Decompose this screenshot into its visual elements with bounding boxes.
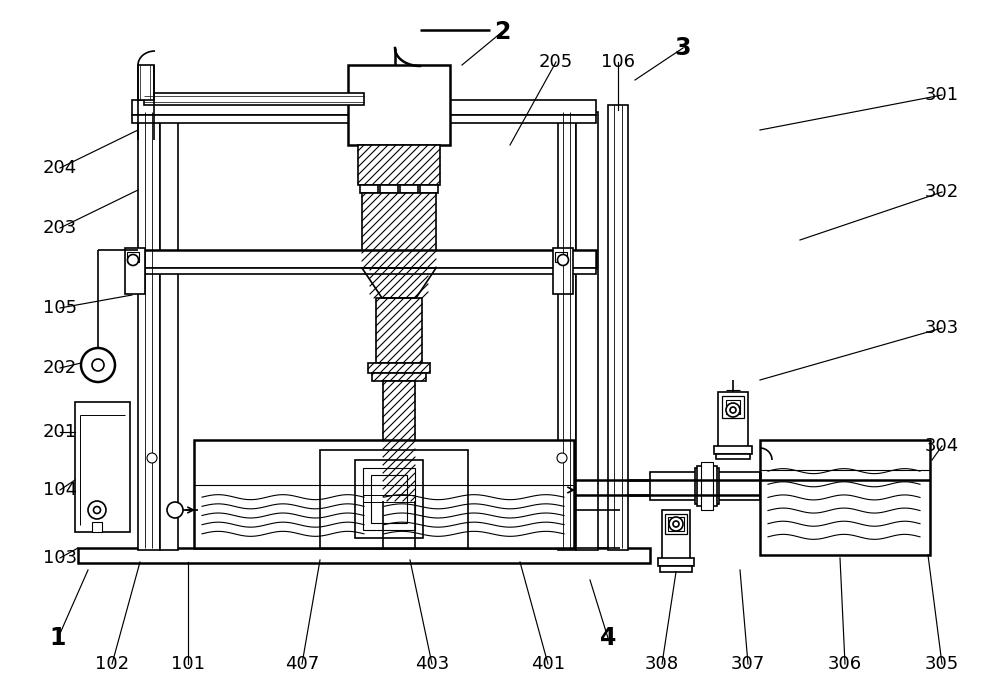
Bar	[558, 112, 576, 550]
Bar	[722, 396, 744, 418]
Text: 306: 306	[828, 655, 862, 673]
Bar	[132, 115, 596, 123]
Text: 305: 305	[925, 655, 959, 673]
Bar	[420, 185, 438, 193]
Bar	[372, 373, 426, 381]
Bar	[125, 248, 145, 294]
Bar	[760, 440, 930, 555]
Bar	[75, 402, 130, 532]
Circle shape	[92, 359, 104, 371]
Bar	[576, 112, 598, 550]
Text: 203: 203	[43, 219, 77, 237]
Bar	[658, 558, 694, 566]
Bar	[716, 454, 750, 459]
Circle shape	[147, 453, 157, 463]
Circle shape	[94, 507, 100, 514]
Bar	[160, 112, 178, 550]
Text: 201: 201	[43, 423, 77, 441]
Circle shape	[673, 521, 679, 527]
Text: 101: 101	[171, 655, 205, 673]
Bar	[718, 392, 748, 447]
Circle shape	[726, 403, 740, 417]
Bar	[380, 185, 398, 193]
Bar	[144, 93, 364, 105]
Bar	[132, 100, 596, 115]
Circle shape	[557, 453, 567, 463]
Text: 302: 302	[925, 183, 959, 201]
Bar	[363, 468, 415, 530]
Bar	[383, 381, 415, 501]
Circle shape	[167, 502, 183, 518]
Bar	[662, 510, 690, 560]
Bar	[132, 268, 596, 274]
Text: 4: 4	[600, 626, 616, 650]
Text: 403: 403	[415, 655, 449, 673]
Bar	[358, 145, 440, 185]
Bar	[138, 112, 160, 550]
Bar	[695, 468, 719, 504]
Circle shape	[558, 254, 568, 265]
Text: 205: 205	[539, 53, 573, 71]
Bar	[697, 466, 717, 506]
Bar	[348, 65, 450, 145]
Bar	[553, 248, 573, 294]
Bar	[608, 105, 628, 550]
Bar	[138, 65, 154, 100]
Bar	[368, 363, 430, 373]
Circle shape	[88, 501, 106, 519]
Bar	[714, 446, 752, 454]
Bar	[360, 185, 378, 193]
Circle shape	[730, 407, 736, 413]
Circle shape	[81, 348, 115, 382]
Text: 307: 307	[731, 655, 765, 673]
Polygon shape	[362, 268, 436, 298]
Bar	[555, 252, 567, 262]
Circle shape	[128, 254, 138, 265]
Text: 202: 202	[43, 359, 77, 377]
Bar	[650, 472, 760, 500]
Bar	[400, 185, 418, 193]
Bar	[726, 400, 740, 414]
Text: 401: 401	[531, 655, 565, 673]
Bar	[701, 462, 713, 510]
Bar	[132, 250, 596, 268]
Text: 407: 407	[285, 655, 319, 673]
Bar	[127, 252, 139, 262]
Text: 301: 301	[925, 86, 959, 104]
Bar	[355, 460, 423, 538]
Bar	[320, 450, 468, 548]
Bar	[194, 440, 574, 548]
Bar	[92, 522, 102, 532]
Text: 304: 304	[925, 437, 959, 455]
Text: 303: 303	[925, 319, 959, 337]
Text: 308: 308	[645, 655, 679, 673]
Text: 1: 1	[50, 626, 66, 650]
Bar	[660, 566, 692, 572]
Bar	[371, 475, 407, 523]
Text: 102: 102	[95, 655, 129, 673]
Text: 204: 204	[43, 159, 77, 177]
Text: 2: 2	[494, 20, 510, 44]
Text: 104: 104	[43, 481, 77, 499]
Bar	[362, 193, 436, 268]
Text: 106: 106	[601, 53, 635, 71]
Text: 105: 105	[43, 299, 77, 317]
Bar	[376, 298, 422, 363]
Text: 103: 103	[43, 549, 77, 567]
Text: 3: 3	[675, 36, 691, 60]
Circle shape	[669, 517, 683, 531]
Bar	[665, 514, 687, 534]
Bar	[668, 517, 684, 531]
Bar	[78, 548, 650, 563]
